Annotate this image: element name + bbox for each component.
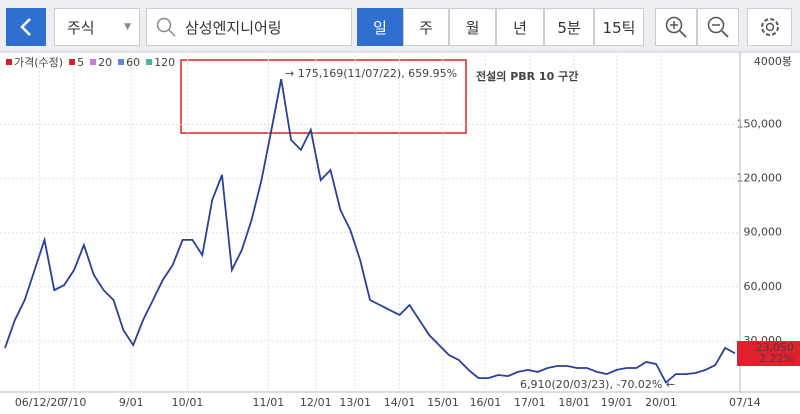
legend-swatch [69,59,76,65]
legend-label: 5 [77,56,84,69]
low-note: 6,910(20/03/23), -70.02% ← [520,378,675,391]
legend-swatch [6,59,12,65]
legend-label: 20 [98,56,112,69]
search-text: 삼성엔지니어링 [185,18,282,37]
back-button[interactable] [6,8,46,46]
x-tick-label: 18/01 [558,396,590,409]
x-tick-label: 13/01 [339,396,371,409]
x-tick-label: 11/01 [253,396,285,409]
x-tick-label: 14/01 [384,396,416,409]
x-tick-label: 16/01 [470,396,502,409]
period-button[interactable]: 5분 [544,8,594,46]
y-tick-label: 90,000 [744,226,783,239]
x-tick-label: 20/01 [645,396,677,409]
period-button[interactable]: 월 [449,8,496,46]
price-tag [737,341,800,366]
highlight-note: 전설의 PBR 10 구간 [476,69,578,83]
market-label: 주식 [67,18,95,37]
x-tick-label: 10/01 [172,396,204,409]
high-note: → 175,169(11/07/22), 659.95% [285,67,457,80]
y-tick-label: 120,000 [737,172,783,185]
x-tick-label: 07/14 [729,396,761,409]
highlight-box [180,59,467,134]
x-tick-label: 7/10 [62,396,87,409]
legend-label: 120 [154,56,175,69]
legend-label: 가격(수정) [14,56,63,69]
market-select[interactable]: 주식 ▼ [54,8,140,46]
search-box[interactable]: 삼성엔지니어링 [146,8,352,46]
y-tick-label: 150,000 [737,118,783,131]
settings[interactable] [747,8,792,46]
legend-swatch [146,59,153,65]
x-tick-label: 15/01 [427,396,459,409]
zoom-in[interactable] [655,8,697,46]
legend-swatch [118,59,125,65]
legend-swatch [90,59,97,65]
legend-label: 60 [126,56,140,69]
x-tick-label: 17/01 [514,396,546,409]
x-tick-label: 12/01 [300,396,332,409]
period-button[interactable]: 년 [496,8,544,46]
dropdown-arrow: ▼ [124,22,131,32]
x-tick-label: 19/01 [601,396,633,409]
price-tag-change: 2.22% [759,352,794,365]
y-caption: 4000봉 [754,55,792,68]
x-tick-label: 06/12/20 [15,396,64,409]
zoom-out[interactable] [697,8,739,46]
period-button[interactable]: 일 [357,8,403,46]
period-button[interactable]: 주 [403,8,449,46]
period-button[interactable]: 15틱 [594,8,644,46]
price-tag-value: 23,050 [756,341,795,354]
y-tick-label: 60,000 [744,280,783,293]
price-line [4,78,736,384]
x-tick-label: 9/01 [119,396,144,409]
